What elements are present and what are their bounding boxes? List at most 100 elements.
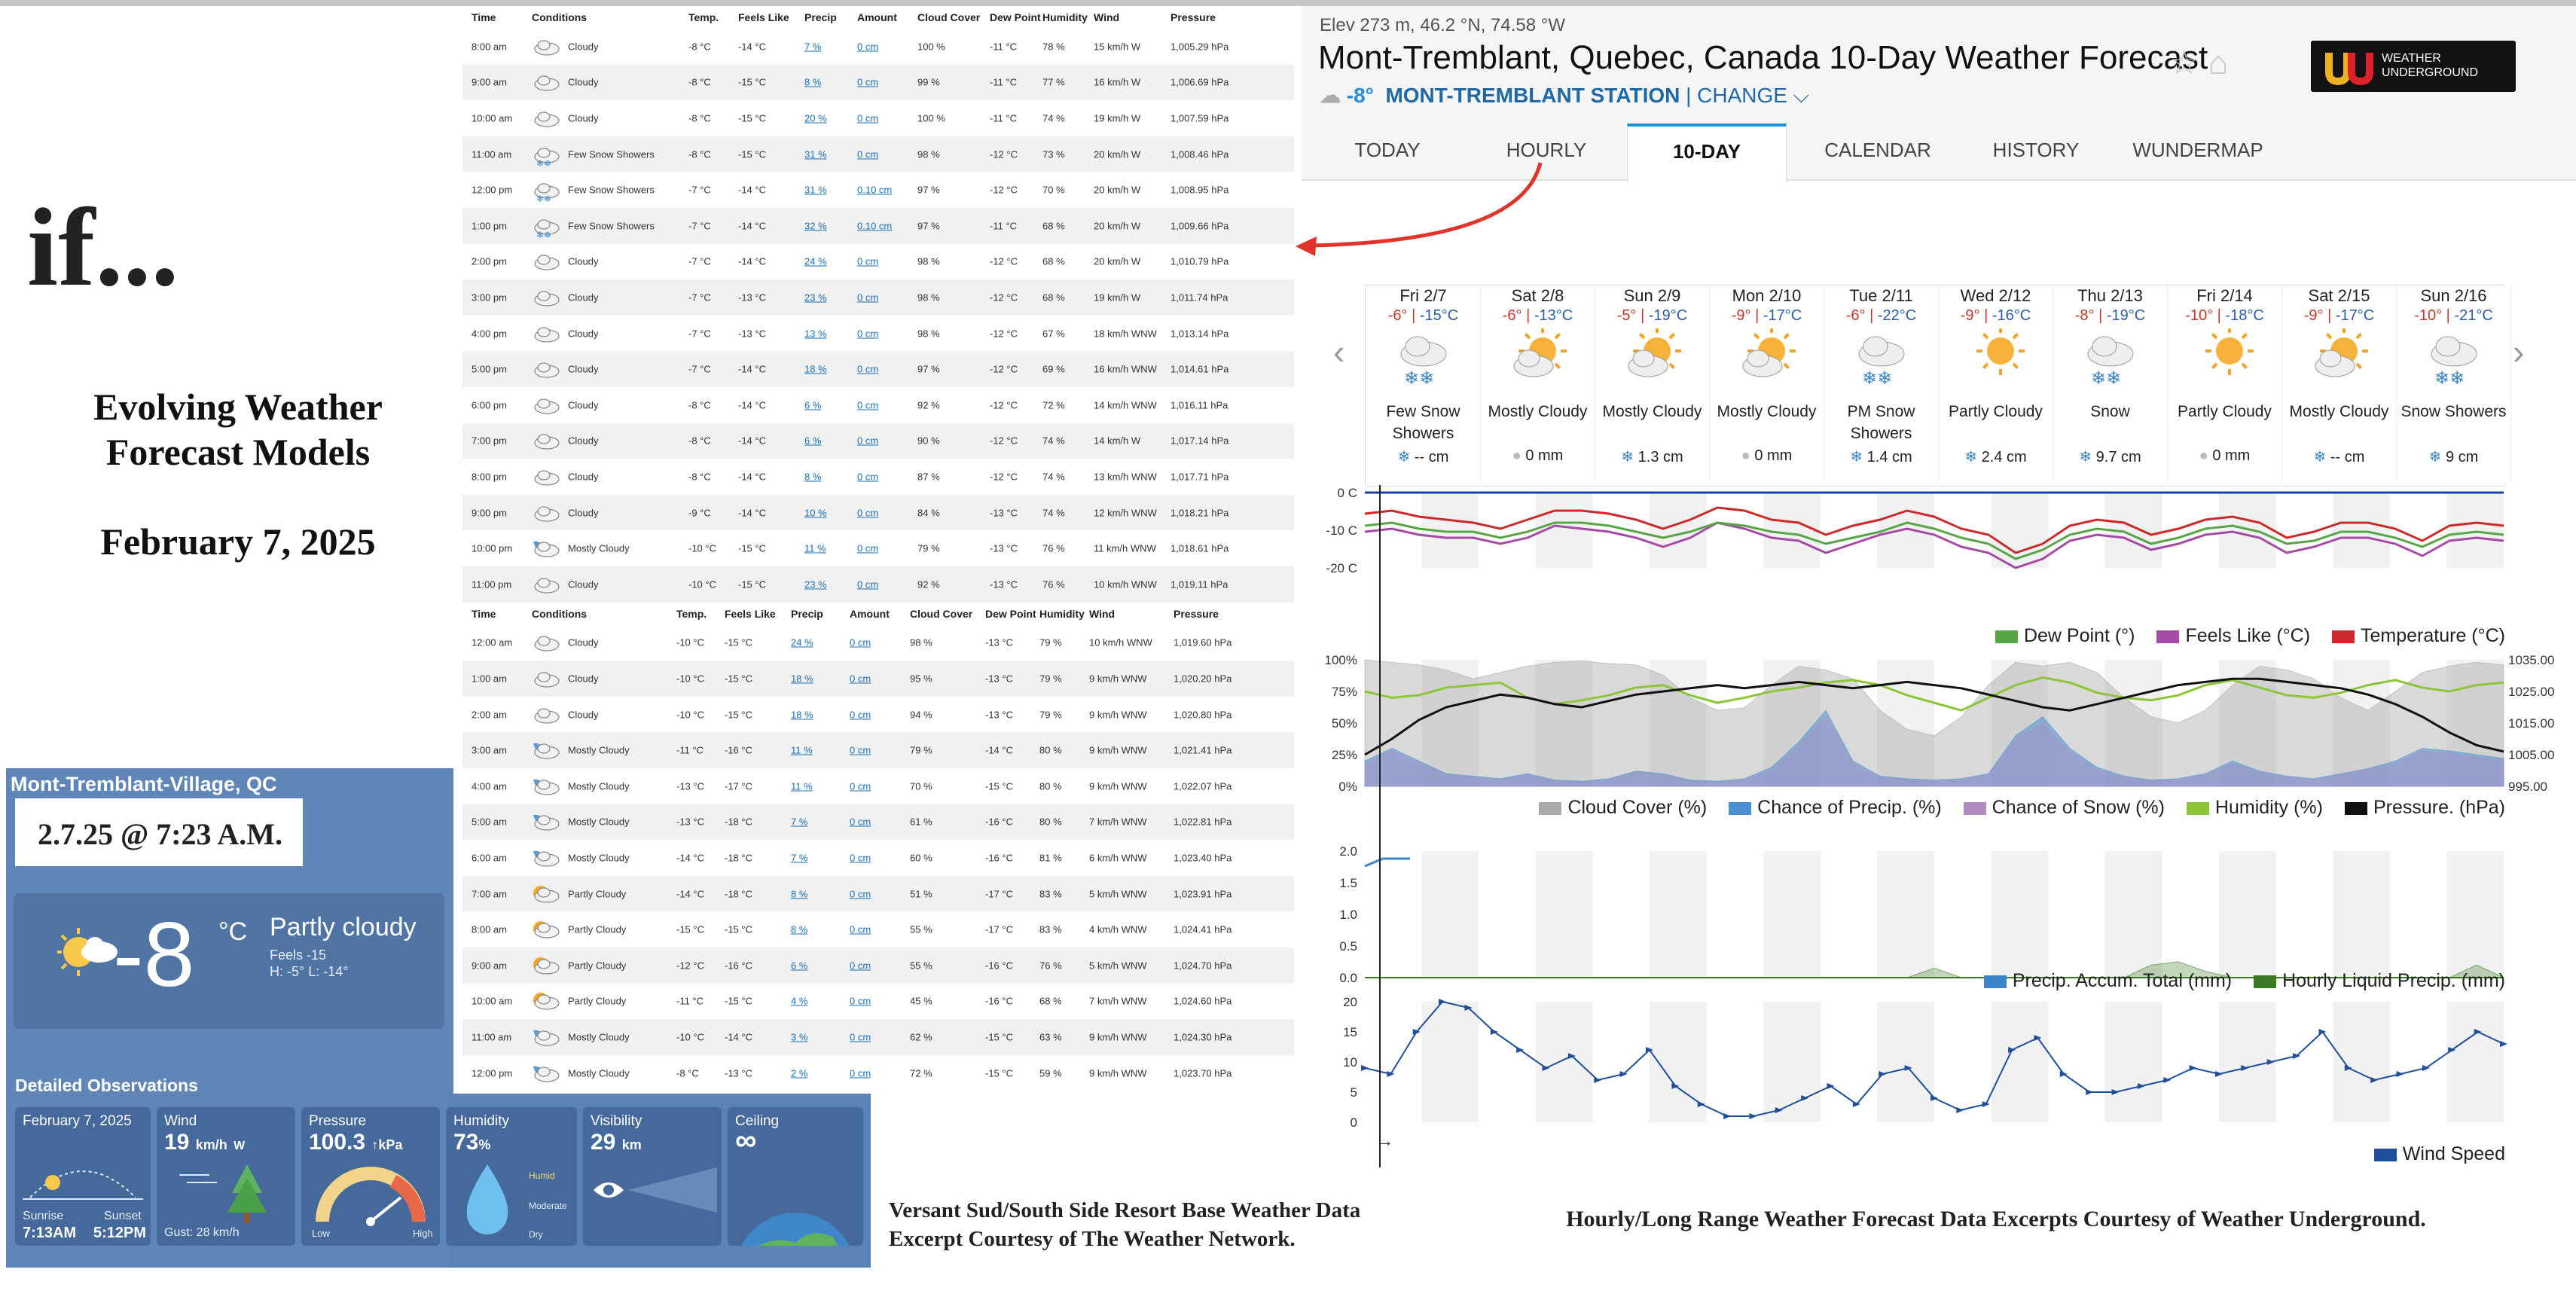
column-header[interactable]: Temp. — [688, 11, 719, 23]
cell-amount[interactable]: 0 cm — [850, 1031, 871, 1043]
cell-precip[interactable]: 7 % — [791, 852, 808, 864]
cell-precip[interactable]: 7 % — [791, 816, 808, 828]
cell-amount[interactable]: 0 cm — [850, 852, 871, 864]
cell-amount[interactable]: 0 cm — [857, 542, 879, 554]
column-header[interactable]: Amount — [850, 607, 890, 620]
column-header[interactable]: Feels Like — [738, 11, 789, 23]
column-header[interactable]: Conditions — [532, 607, 588, 620]
cell-amount[interactable]: 0 cm — [857, 435, 879, 447]
cell-amount[interactable]: 0 cm — [850, 888, 871, 900]
cell-amount[interactable]: 0.10 cm — [857, 220, 893, 232]
cell-amount[interactable]: 0 cm — [850, 636, 871, 648]
column-header[interactable]: Pressure — [1174, 607, 1219, 620]
cell-precip[interactable]: 31 % — [804, 184, 827, 196]
column-header[interactable]: Temp. — [676, 607, 707, 620]
cell-amount[interactable]: 0 cm — [850, 780, 871, 792]
column-header[interactable]: Amount — [857, 11, 897, 23]
cell-amount[interactable]: 0 cm — [850, 816, 871, 828]
cell-amount[interactable]: 0 cm — [850, 709, 871, 721]
cell-amount[interactable]: 0 cm — [850, 960, 871, 972]
column-header[interactable]: Pressure — [1170, 11, 1216, 23]
cell-precip[interactable]: 11 % — [791, 744, 813, 756]
cell-amount[interactable]: 0 cm — [850, 673, 871, 685]
cell-precip[interactable]: 31 % — [804, 148, 827, 160]
tab-calendar[interactable]: CALENDAR — [1824, 139, 1931, 161]
column-header[interactable]: Conditions — [532, 11, 588, 23]
cell-precip[interactable]: 20 % — [804, 112, 827, 124]
wu-logo[interactable]: WEATHER UNDERGROUND — [2311, 41, 2516, 92]
cell-precip[interactable]: 11 % — [791, 780, 813, 792]
cell-precip[interactable]: 2 % — [791, 1067, 808, 1079]
forecast-day[interactable]: Sat 2/8 -6° | -13°C Mostly Cloudy ● 0 mm — [1481, 286, 1595, 484]
forecast-day[interactable]: Thu 2/13 -8° | -19°C ❄❄ Snow ❄ 9.7 cm — [2053, 286, 2168, 484]
cell-precip[interactable]: 6 % — [791, 960, 808, 972]
cell-amount[interactable]: 0 cm — [850, 995, 871, 1007]
cell-precip[interactable]: 8 % — [791, 923, 808, 935]
column-header[interactable]: Precip — [791, 607, 823, 620]
forecast-day[interactable]: Mon 2/10 -9° | -17°C Mostly Cloudy ● 0 mm — [1710, 286, 1824, 484]
cell-precip[interactable]: 24 % — [804, 255, 827, 267]
wu-change-link[interactable]: | CHANGE — [1686, 84, 1787, 107]
column-header[interactable]: Feels Like — [725, 607, 776, 620]
wu-station-name[interactable]: MONT-TREMBLANT STATION — [1385, 84, 1680, 107]
column-header[interactable]: Cloud Cover — [910, 607, 973, 620]
forecast-day[interactable]: Tue 2/11 -6° | -22°C ❄❄ PM Snow Showers ❄ 1.… — [1824, 286, 1939, 484]
cell-amount[interactable]: 0 cm — [857, 471, 879, 483]
forecast-day[interactable]: Sat 2/15 -9° | -17°C Mostly Cloudy ❄ -- cm — [2282, 286, 2397, 484]
forecast-day[interactable]: Sun 2/16 -10° | -21°C ❄❄ Snow Showers ❄ 9 cm — [2397, 286, 2511, 484]
forecast-day[interactable]: Fri 2/14 -10° | -18°C Partly Cloudy ● 0 mm — [2168, 286, 2282, 484]
column-header[interactable]: Precip — [804, 11, 837, 23]
cell-precip[interactable]: 3 % — [791, 1031, 808, 1043]
cell-precip[interactable]: 18 % — [791, 709, 813, 721]
forecast-day[interactable]: Wed 2/12 -9° | -16°C Partly Cloudy ❄ 2.4 cm — [1939, 286, 2053, 484]
cell-amount[interactable]: 0 cm — [850, 923, 871, 935]
column-header[interactable]: Humidity — [1039, 607, 1085, 620]
cell-precip[interactable]: 13 % — [804, 328, 827, 340]
cell-amount[interactable]: 0.10 cm — [857, 184, 893, 196]
cell-amount[interactable]: 0 cm — [857, 76, 879, 88]
column-header[interactable]: Dew Point — [985, 607, 1036, 620]
column-header[interactable]: Cloud Cover — [917, 11, 981, 23]
cell-amount[interactable]: 0 cm — [857, 363, 879, 375]
cell-amount[interactable]: 0 cm — [857, 399, 879, 411]
cell-amount[interactable]: 0 cm — [857, 578, 879, 590]
chevron-down-icon[interactable]: ⌵ — [1793, 84, 1809, 107]
cell-amount[interactable]: 0 cm — [857, 148, 879, 160]
column-header[interactable]: Humidity — [1042, 11, 1088, 23]
cell-precip[interactable]: 7 % — [804, 41, 822, 53]
cell-amount[interactable]: 0 cm — [857, 291, 879, 304]
cell-precip[interactable]: 11 % — [804, 542, 826, 554]
column-header[interactable]: Time — [472, 607, 496, 620]
cell-amount[interactable]: 0 cm — [857, 507, 879, 519]
cell-precip[interactable]: 23 % — [804, 291, 827, 304]
cell-precip[interactable]: 4 % — [791, 995, 808, 1007]
cell-precip[interactable]: 18 % — [791, 673, 813, 685]
tab-today[interactable]: TODAY — [1354, 139, 1421, 161]
forecast-day[interactable]: Sun 2/9 -5° | -19°C Mostly Cloudy ❄ 1.3 cm — [1595, 286, 1710, 484]
cell-precip[interactable]: 32 % — [804, 220, 827, 232]
tab-10-day[interactable]: 10-DAY — [1627, 124, 1787, 182]
forecast-day[interactable]: Fri 2/7 -6° | -15°C ❄❄ Few Snow Showers ❄ --… — [1366, 286, 1481, 484]
cell-precip[interactable]: 18 % — [804, 363, 827, 375]
column-header[interactable]: Wind — [1094, 11, 1120, 23]
cell-amount[interactable]: 0 cm — [850, 744, 871, 756]
cell-precip[interactable]: 6 % — [804, 399, 822, 411]
cell-amount[interactable]: 0 cm — [857, 255, 879, 267]
home-icon[interactable]: ⌂ — [2208, 44, 2229, 81]
cell-precip[interactable]: 6 % — [804, 435, 822, 447]
cell-precip[interactable]: 10 % — [804, 507, 827, 519]
cell-amount[interactable]: 0 cm — [857, 328, 879, 340]
cell-precip[interactable]: 8 % — [791, 888, 808, 900]
column-header[interactable]: Wind — [1089, 607, 1116, 620]
cell-precip[interactable]: 8 % — [804, 76, 822, 88]
column-header[interactable]: Dew Point — [990, 11, 1041, 23]
cell-precip[interactable]: 23 % — [804, 578, 827, 590]
star-icon[interactable]: ☆ — [2169, 44, 2199, 81]
column-header[interactable]: Time — [472, 11, 496, 23]
cell-amount[interactable]: 0 cm — [857, 112, 879, 124]
tab-hourly[interactable]: HOURLY — [1506, 139, 1587, 161]
cell-precip[interactable]: 8 % — [804, 471, 822, 483]
cell-amount[interactable]: 0 cm — [857, 41, 879, 53]
tab-wundermap[interactable]: WUNDERMAP — [2132, 139, 2263, 161]
cell-amount[interactable]: 0 cm — [850, 1067, 871, 1079]
